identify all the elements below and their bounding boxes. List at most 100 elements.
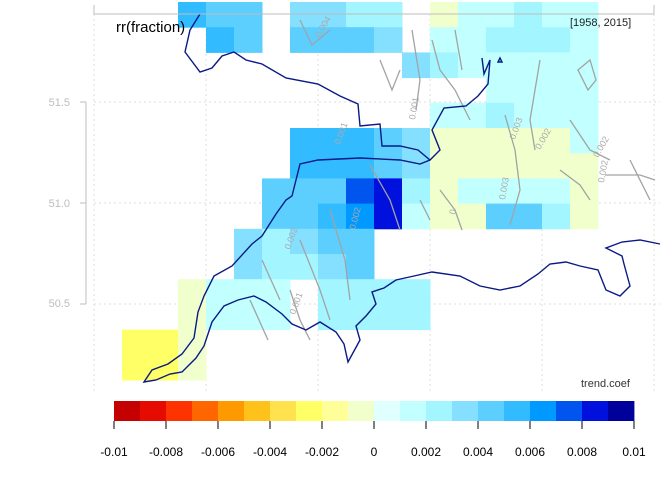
heatmap-cell (458, 2, 487, 28)
colorbar-swatch (556, 401, 583, 421)
colorbar: -0.01 -0.008 -0.006 -0.004 -0.002 0 0.002 0.004… (100, 401, 646, 459)
colorbar-tick-label: 0.004 (463, 445, 493, 459)
heatmap-cell (234, 27, 263, 53)
heatmap-cell (514, 178, 543, 205)
contour-line (329, 209, 351, 301)
heatmap-cell (178, 304, 207, 331)
legend-title: trend.coef (581, 378, 630, 390)
heatmap-cell (318, 128, 347, 154)
colorbar-swatch (426, 401, 453, 421)
coastline-path (496, 56, 504, 63)
heatmap-cell (458, 52, 487, 79)
colorbar-tick-label: 0.008 (567, 445, 597, 459)
heatmap-cell (346, 254, 375, 280)
heatmap-cell (206, 2, 235, 28)
heatmap-cell (542, 52, 571, 79)
heatmap-cell (486, 77, 515, 104)
heatmap-cell (430, 178, 459, 205)
heatmap-cell (430, 128, 459, 154)
heatmap-cell (570, 102, 599, 129)
heatmap-cell (318, 178, 347, 205)
colorbar-tick-label: 0.002 (411, 445, 441, 459)
heatmap-cell (402, 279, 431, 305)
period-label: [1958, 2015] (570, 17, 632, 29)
contour-label: 0 (447, 208, 458, 215)
colorbar-swatch (322, 401, 349, 421)
heatmap-cell (374, 304, 403, 331)
contour-label: 0.003 (497, 176, 511, 200)
y-tick-label: 50.5 (48, 298, 70, 310)
y-tick-label: 51.0 (48, 198, 70, 210)
heatmap-cell (486, 203, 515, 230)
colorbar-swatch (348, 401, 375, 421)
heatmap-cell (318, 254, 347, 280)
contour-line (504, 114, 521, 226)
heatmap-cell (570, 2, 599, 28)
heatmap-cell (514, 77, 543, 104)
contour-line (569, 119, 611, 161)
colorbar-swatch (140, 401, 167, 421)
heatmap-cell (262, 203, 291, 230)
coastline-path (142, 157, 661, 383)
heatmap-cell (402, 178, 431, 205)
heatmap-cell (542, 203, 571, 230)
heatmap-cell (486, 52, 515, 79)
heatmap-cell (346, 2, 375, 28)
heatmap-cell (542, 128, 571, 154)
colorbar-tick-label: 0.006 (515, 445, 545, 459)
contour-line (577, 58, 597, 92)
heatmap-cell (458, 153, 487, 179)
heatmap-cell (542, 27, 571, 53)
heatmap-cell (318, 153, 347, 179)
colorbar-tick-label: -0.01 (100, 445, 128, 459)
heatmap-cell (486, 153, 515, 179)
coastline-path (184, 13, 491, 161)
heatmap-cell (458, 102, 487, 129)
heatmap-cell (290, 128, 319, 154)
colorbar-tick-label: 0.01 (622, 445, 646, 459)
contour-line (439, 189, 463, 231)
colorbar-tick-label: 0 (371, 445, 378, 459)
contour-line (261, 259, 281, 301)
heatmap-cell (178, 354, 207, 381)
colorbar-swatch (244, 401, 271, 421)
contour-label: 0.002 (596, 159, 610, 183)
contour-line (529, 59, 541, 151)
colorbar-swatch (452, 401, 479, 421)
heatmap-cell (318, 279, 347, 305)
contour-line (369, 164, 401, 231)
heatmap-cell (346, 128, 375, 154)
heatmap-cell (458, 203, 487, 230)
heatmap-cell (122, 329, 151, 356)
heatmap-cell (234, 2, 263, 28)
y-tick-label: 51.5 (48, 97, 70, 109)
colorbar-swatch (608, 401, 635, 421)
heatmap-cell (486, 102, 515, 129)
heatmap-cell (318, 304, 347, 331)
colorbar-tick-label: -0.008 (149, 445, 183, 459)
contour-line (629, 159, 651, 201)
heatmap-cell (458, 128, 487, 154)
heatmap-cell (430, 2, 459, 28)
heatmap-cell (514, 27, 543, 53)
colorbar-swatch (582, 401, 609, 421)
colorbar-tick-label: -0.002 (305, 445, 339, 459)
heatmap-cell (290, 153, 319, 179)
heatmap-cell (178, 2, 207, 28)
heatmap-cell (290, 203, 319, 230)
heatmap-cells (122, 2, 599, 381)
contour-line (379, 59, 401, 92)
contour-line (299, 239, 331, 321)
heatmap-cell (374, 153, 403, 179)
colorbar-swatch (374, 401, 401, 421)
heatmap-cell (514, 102, 543, 129)
heatmap-cell (234, 254, 263, 280)
colorbar-swatch (114, 401, 141, 421)
heatmap-cell (262, 228, 291, 255)
heatmap-cell (458, 178, 487, 205)
heatmap-cell (542, 178, 571, 205)
heatmap-cell (430, 52, 459, 79)
colorbar-swatch (296, 401, 323, 421)
colorbar-tick-label: -0.006 (201, 445, 235, 459)
contour-line (605, 174, 656, 181)
